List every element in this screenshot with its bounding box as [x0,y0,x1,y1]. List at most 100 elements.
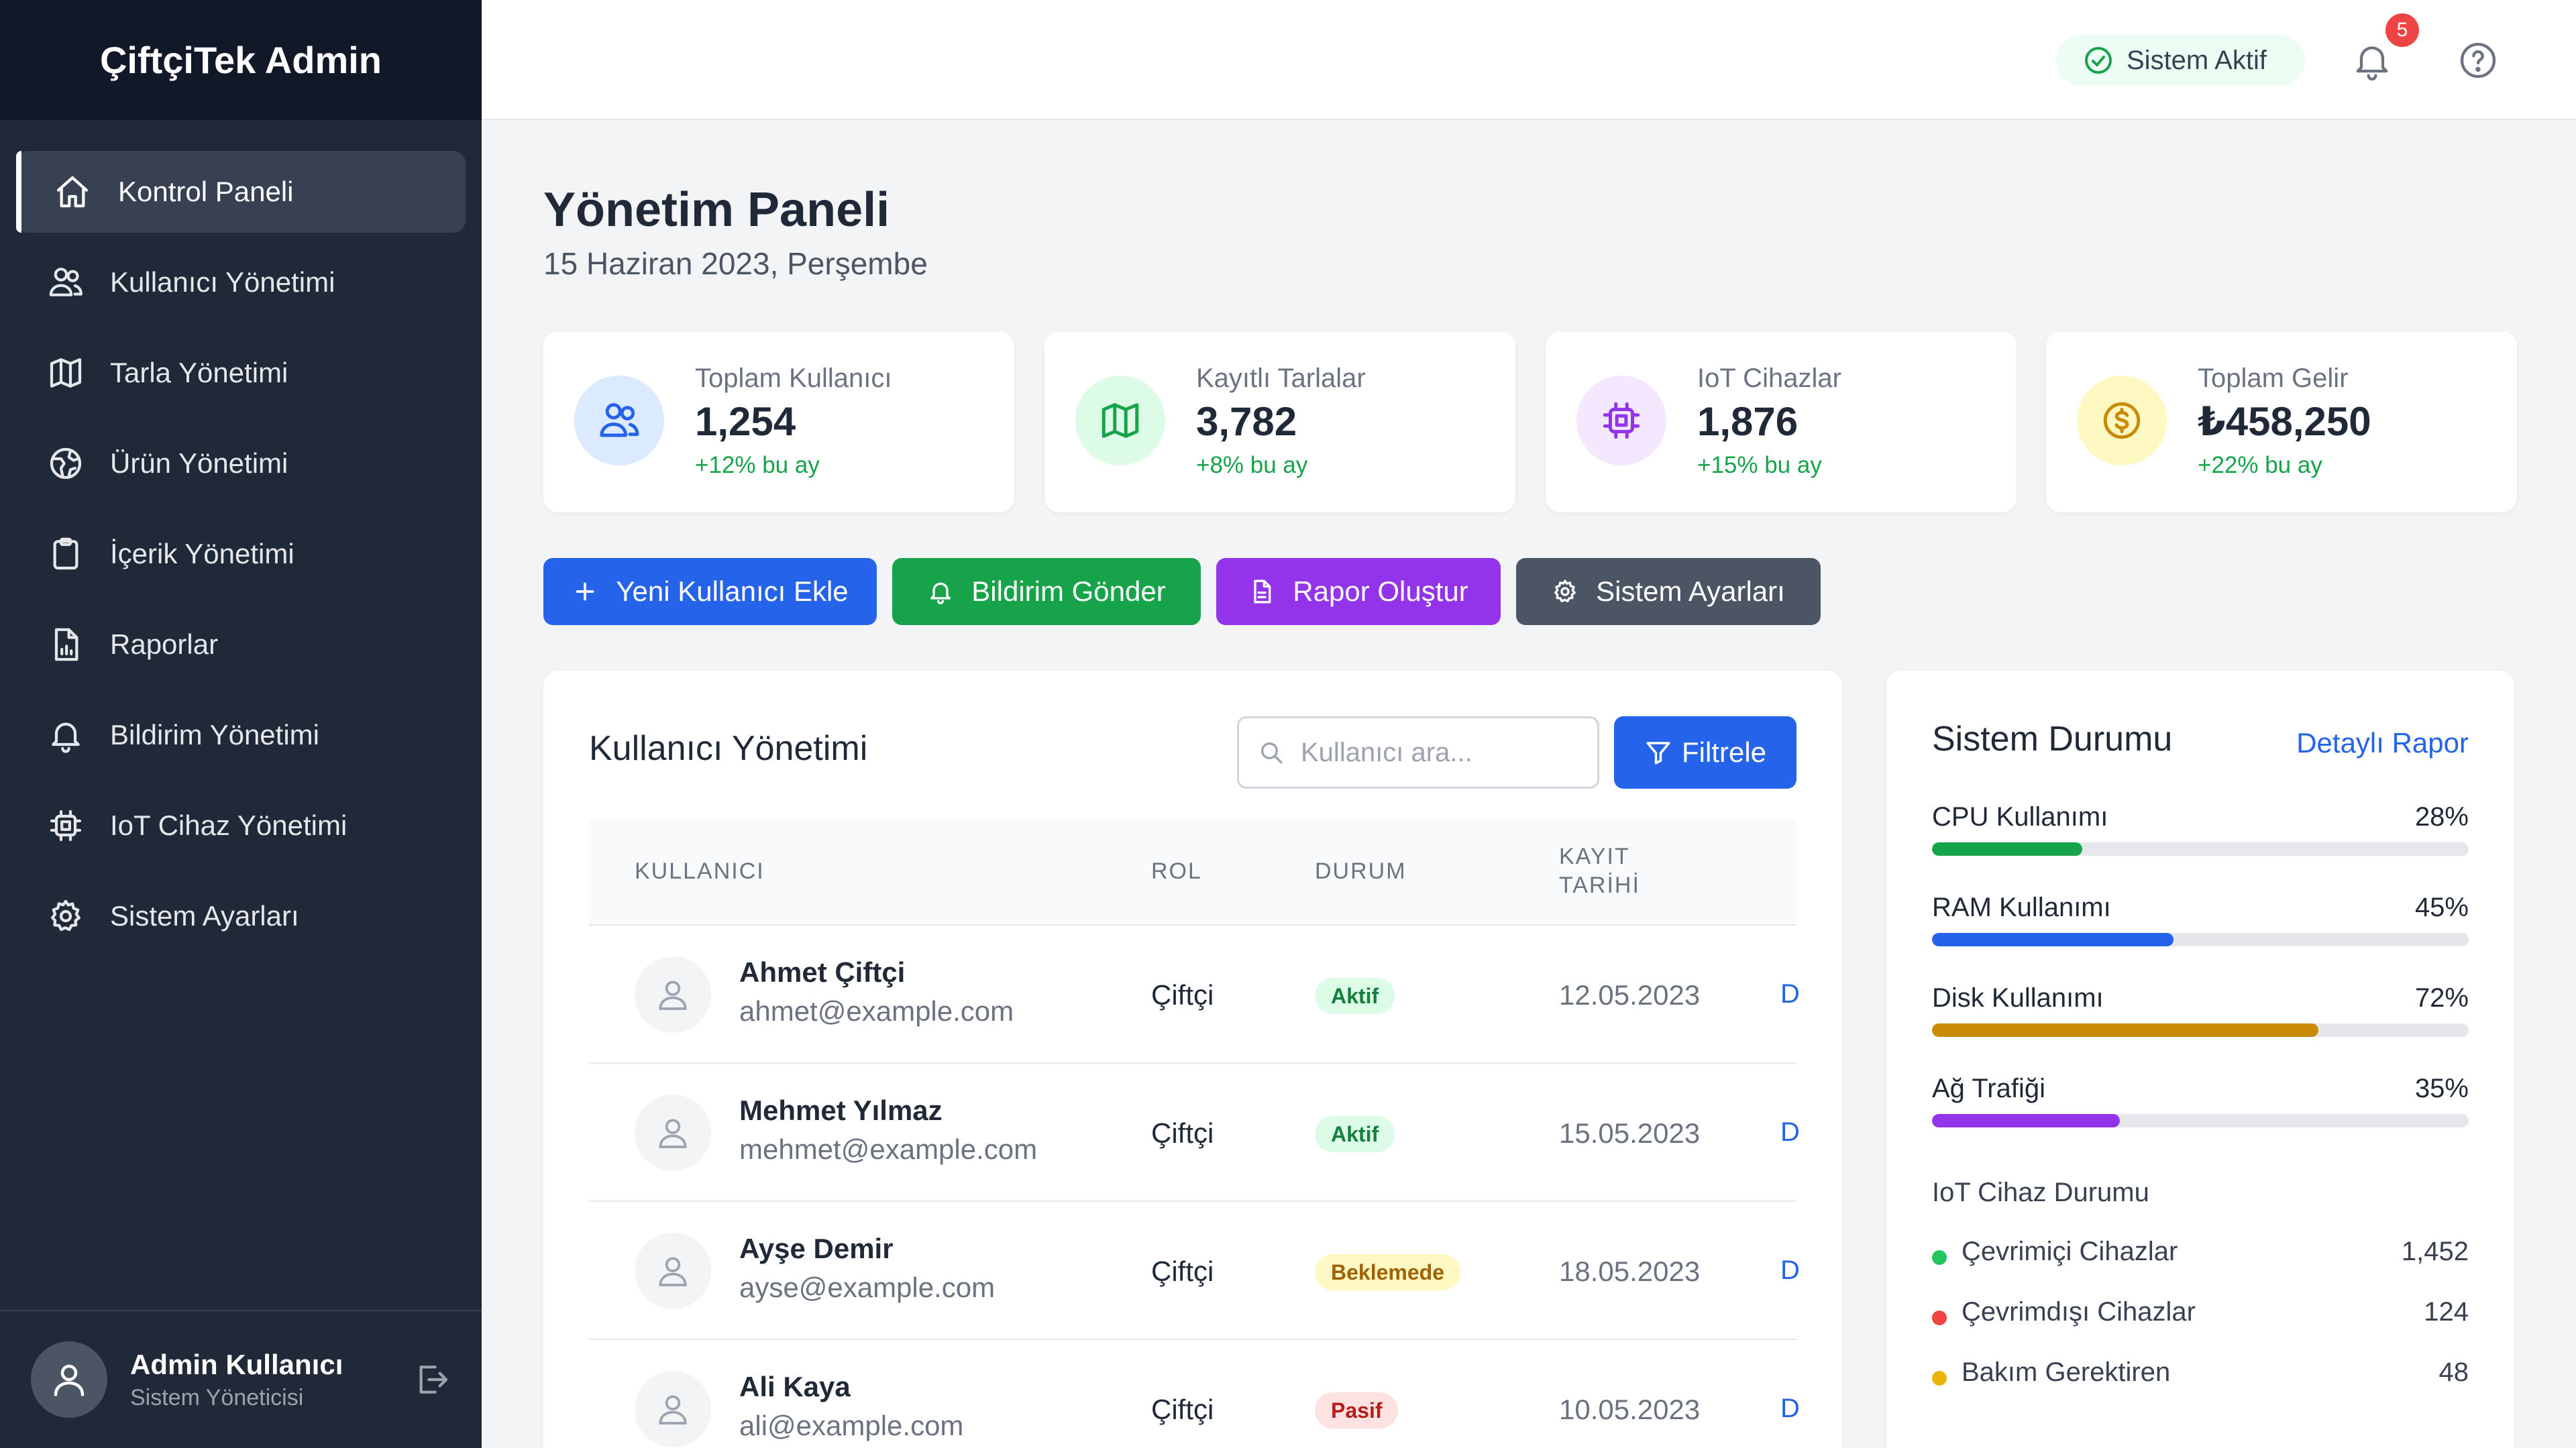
filter-button[interactable]: Filtrele [1614,716,1796,789]
sidebar-item-content[interactable]: İçerik Yönetimi [16,513,466,595]
column-header-status[interactable]: DURUM [1315,858,1407,884]
admin-role: Sistem Yöneticisi [130,1384,304,1410]
avatar [635,956,711,1033]
search-placeholder: Kullanıcı ara... [1301,737,1472,767]
user-date: 12.05.2023 [1559,979,1701,1011]
sidebar-item-products[interactable]: Ürün Yönetimi [16,423,466,504]
sidebar-item-settings[interactable]: Sistem Ayarları [16,875,466,957]
user-search-input[interactable]: Kullanıcı ara... [1237,716,1599,789]
create-report-button[interactable]: Rapor Oluştur [1216,558,1501,625]
table-row[interactable]: Ali Kaya ali@example.com Çiftçi Pasif 10… [589,1340,1800,1448]
user-date: 15.05.2023 [1559,1117,1701,1149]
sidebar-item-label: İçerik Yönetimi [110,538,294,569]
iot-label: Çevrimdışı Cihazlar [1962,1297,2196,1327]
sidebar-item-label: IoT Cihaz Yönetimi [110,810,347,841]
sidebar-item-dashboard[interactable]: Kontrol Paneli [16,151,466,233]
metric-fill [1932,1114,2120,1127]
user-icon [659,981,687,1010]
status-dot [1932,1371,1947,1386]
row-action-link[interactable]: D [1780,1117,1800,1147]
metric-label: CPU Kullanımı [1932,802,2108,832]
system-settings-button[interactable]: Sistem Ayarları [1516,558,1821,625]
sidebar-item-fields[interactable]: Tarla Yönetimi [16,332,466,414]
page-title: Yönetim Paneli [543,183,890,237]
system-settings-label: Sistem Ayarları [1596,575,1785,607]
sidebar-item-notifications[interactable]: Bildirim Yönetimi [16,694,466,776]
plus-icon [576,582,594,601]
stat-label: Kayıtlı Tarlalar [1196,364,1366,393]
status-badge: Pasif [1315,1392,1399,1429]
metric-fill [1932,842,2082,856]
sidebar-item-label: Raporlar [110,628,219,660]
detailed-report-link[interactable]: Detaylı Rapor [2296,727,2469,759]
stat-change: +8% bu ay [1196,452,1308,478]
add-user-label: Yeni Kullanıcı Ekle [616,575,849,607]
help-icon[interactable] [2457,39,2500,82]
row-action-link[interactable]: D [1780,979,1800,1009]
user-icon [659,1395,687,1425]
sidebar-item-label: Ürün Yönetimi [110,447,288,479]
sidebar-user: Admin Kullanıcı Sistem Yöneticisi [0,1310,482,1448]
user-icon [659,1119,687,1148]
metric-fill [1932,933,2174,946]
user-email: ali@example.com [739,1410,964,1441]
stat-value: 1,876 [1697,399,1799,444]
metric-ram: RAM Kullanımı 45% [1932,893,2469,960]
sidebar-item-iot[interactable]: IoT Cihaz Yönetimi [16,785,466,867]
stat-change: +12% bu ay [695,452,820,478]
add-user-button[interactable]: Yeni Kullanıcı Ekle [543,558,877,625]
column-header-date[interactable]: KAYIT TARİHİ [1559,844,1640,899]
bell-icon [930,582,951,605]
avatar[interactable] [31,1341,107,1418]
column-header-role[interactable]: ROL [1151,858,1202,884]
metric-label: RAM Kullanımı [1932,893,2111,922]
metric-track [1932,842,2469,856]
status-dot [1932,1311,1947,1325]
notifications-bell-icon[interactable] [2351,39,2394,82]
metric-track [1932,1023,2469,1037]
iot-label: Bakım Gerektiren [1962,1357,2171,1387]
user-icon [54,1364,85,1396]
system-status-badge: Sistem Aktif [2055,35,2305,86]
sidebar-item-reports[interactable]: Raporlar [16,604,466,685]
logout-icon[interactable] [413,1361,451,1398]
document-icon [1254,579,1271,604]
user-email: ahmet@example.com [739,995,1014,1027]
stat-card-revenue: Toplam Gelir ₺458,250 +22% bu ay [2046,331,2517,512]
send-notification-button[interactable]: Bildirim Gönder [892,558,1201,625]
gear-icon [1554,579,1576,602]
stat-icon-wrap [574,376,664,465]
map-icon [50,358,82,388]
status-badge: Aktif [1315,1116,1395,1152]
user-icon [659,1257,687,1286]
metric-value: 28% [2414,802,2469,832]
stat-change: +15% bu ay [1697,452,1822,478]
status-badge: Aktif [1315,978,1395,1014]
check-circle-icon [2085,47,2112,74]
sidebar-nav: Kontrol Paneli Kullanıcı Yönetimi Tarla … [0,120,482,957]
users-icon [49,268,83,296]
user-role: Çiftçi [1151,1117,1214,1149]
bell-icon [52,722,80,753]
metric-cpu: CPU Kullanımı 28% [1932,802,2469,869]
column-header-user[interactable]: KULLANICI [635,858,765,884]
sidebar-item-label: Tarla Yönetimi [110,357,288,388]
iot-value: 48 [2438,1357,2469,1387]
sidebar-item-users[interactable]: Kullanıcı Yönetimi [16,241,466,323]
iot-value: 1,452 [2401,1237,2469,1266]
user-date: 18.05.2023 [1559,1256,1701,1287]
stat-card-iot: IoT Cihazlar 1,876 +15% bu ay [1546,331,2017,512]
table-row[interactable]: Mehmet Yılmaz mehmet@example.com Çiftçi … [589,1064,1800,1202]
table-row[interactable]: Ayşe Demir ayse@example.com Çiftçi Bekle… [589,1202,1800,1340]
table-row[interactable]: Ahmet Çiftçi ahmet@example.com Çiftçi Ak… [589,926,1800,1064]
row-action-link[interactable]: D [1780,1394,1800,1423]
metric-network: Ağ Trafiği 35% [1932,1074,2469,1141]
chip-icon [1603,402,1640,439]
filter-label: Filtrele [1681,736,1767,768]
globe-icon [50,447,82,480]
stat-icon-wrap [1576,376,1666,465]
system-status-label: Sistem Aktif [2127,45,2267,75]
avatar [635,1233,711,1309]
row-action-link[interactable]: D [1780,1256,1800,1285]
metric-disk: Disk Kullanımı 72% [1932,983,2469,1050]
